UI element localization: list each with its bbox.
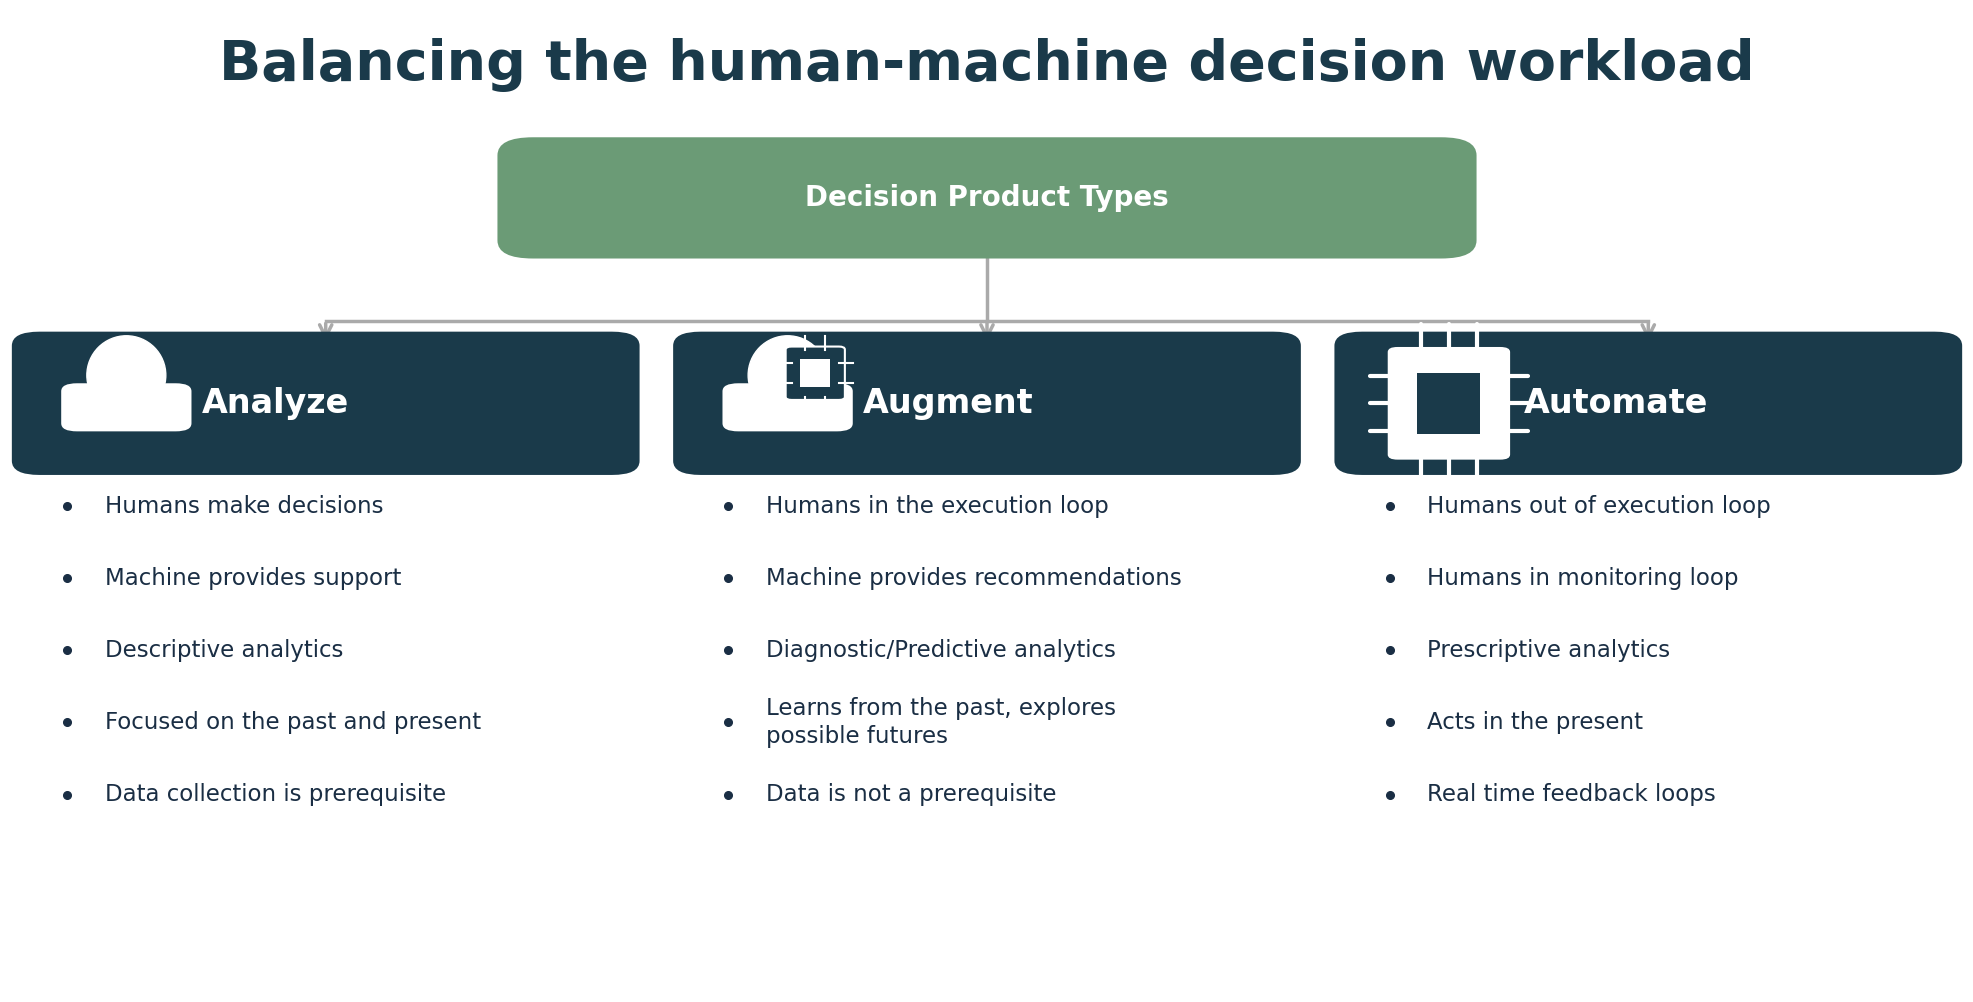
Ellipse shape <box>748 336 827 415</box>
FancyBboxPatch shape <box>61 384 191 431</box>
FancyBboxPatch shape <box>1417 373 1480 434</box>
Ellipse shape <box>87 336 166 415</box>
Text: Diagnostic/Predictive analytics: Diagnostic/Predictive analytics <box>766 639 1115 661</box>
FancyBboxPatch shape <box>12 332 639 475</box>
Text: Automate: Automate <box>1523 387 1707 420</box>
Text: Focused on the past and present: Focused on the past and present <box>105 711 481 733</box>
Text: Humans in monitoring loop: Humans in monitoring loop <box>1426 567 1738 589</box>
Text: Real time feedback loops: Real time feedback loops <box>1426 784 1715 806</box>
Text: Analyze: Analyze <box>201 387 349 420</box>
Text: Augment: Augment <box>862 387 1032 420</box>
FancyBboxPatch shape <box>1387 347 1509 460</box>
Text: Decision Product Types: Decision Product Types <box>805 184 1168 211</box>
Text: Balancing the human-machine decision workload: Balancing the human-machine decision wor… <box>219 38 1754 92</box>
Text: Machine provides recommendations: Machine provides recommendations <box>766 567 1182 589</box>
Text: Machine provides support: Machine provides support <box>105 567 401 589</box>
Text: Prescriptive analytics: Prescriptive analytics <box>1426 639 1669 661</box>
FancyBboxPatch shape <box>722 384 852 431</box>
Text: Descriptive analytics: Descriptive analytics <box>105 639 343 661</box>
FancyBboxPatch shape <box>497 137 1476 259</box>
FancyBboxPatch shape <box>1334 332 1961 475</box>
Text: Learns from the past, explores
possible futures: Learns from the past, explores possible … <box>766 697 1115 747</box>
Text: Data collection is prerequisite: Data collection is prerequisite <box>105 784 446 806</box>
Text: Humans out of execution loop: Humans out of execution loop <box>1426 495 1770 517</box>
FancyBboxPatch shape <box>801 360 829 387</box>
Text: Humans in the execution loop: Humans in the execution loop <box>766 495 1109 517</box>
FancyBboxPatch shape <box>785 347 844 400</box>
Text: Acts in the present: Acts in the present <box>1426 711 1642 733</box>
Text: Data is not a prerequisite: Data is not a prerequisite <box>766 784 1056 806</box>
Text: Humans make decisions: Humans make decisions <box>105 495 383 517</box>
FancyBboxPatch shape <box>673 332 1300 475</box>
